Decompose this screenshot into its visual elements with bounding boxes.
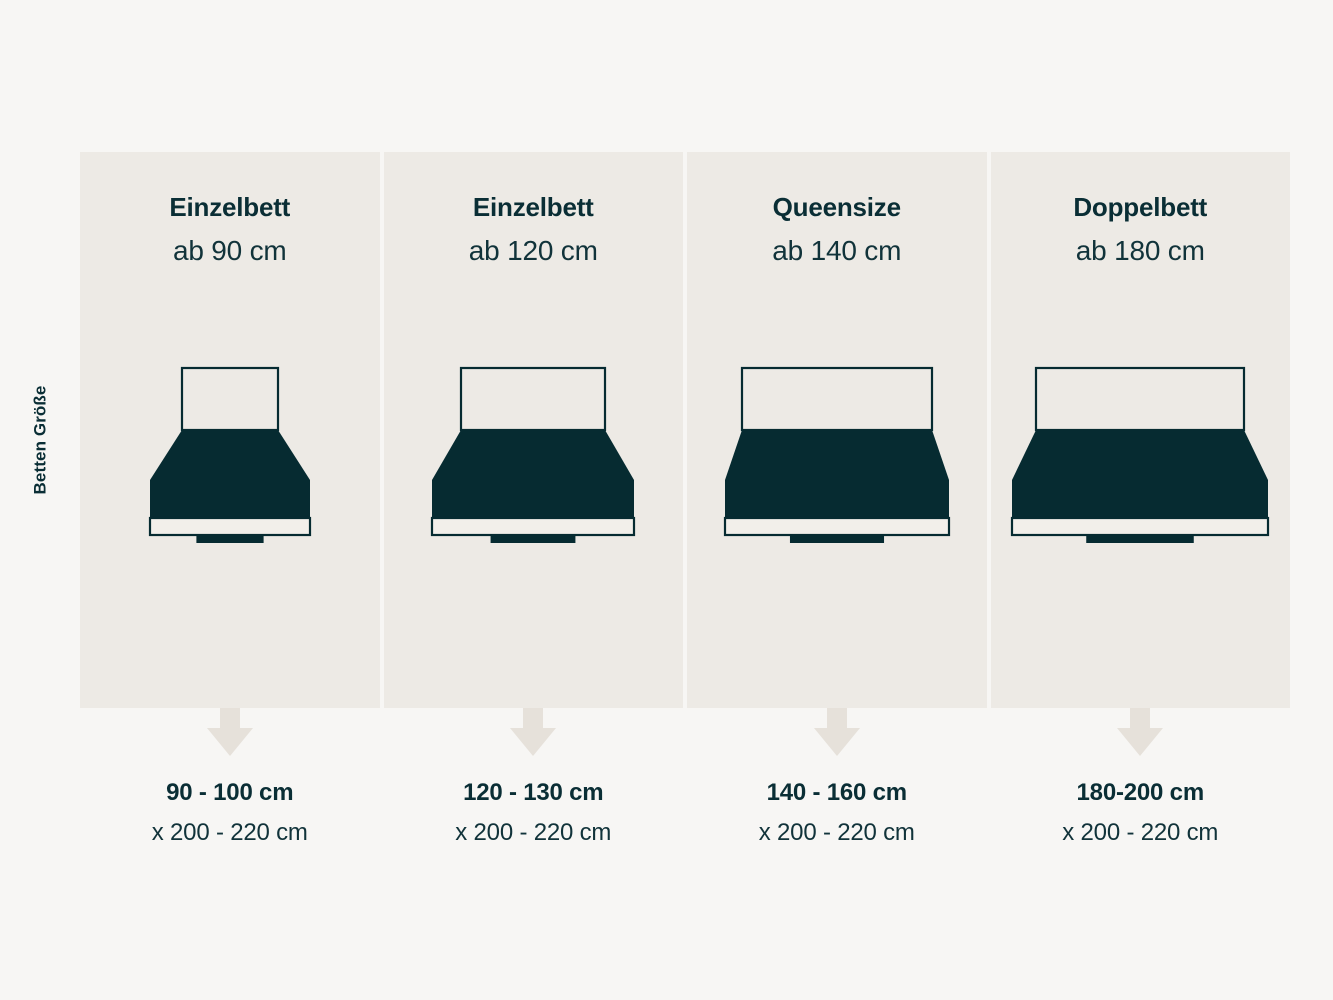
bed-headboard <box>740 366 933 432</box>
bed-linen-strip <box>148 516 311 537</box>
bed-mattress <box>724 430 949 480</box>
measurement-width: 120 - 130 cm <box>463 779 604 806</box>
bed-headboard <box>180 366 279 432</box>
panel-title: Queensize <box>772 192 901 222</box>
measurement-length: x 200 - 220 cm <box>758 819 915 846</box>
bed-icon <box>687 366 987 566</box>
panel-title: Einzelbett <box>169 192 291 222</box>
bed-frame-band <box>1012 480 1269 518</box>
bed-foot <box>789 535 884 543</box>
bed-icon <box>384 366 684 566</box>
size-panel-4[interactable]: Doppelbett ab 180 cm <box>990 152 1291 708</box>
arrow-down-icon <box>384 708 684 758</box>
panel-heading: Einzelbett ab 90 cm <box>80 192 380 268</box>
bed-mattress <box>432 430 635 480</box>
bed-linen-strip <box>1011 516 1270 537</box>
bed-frame-band <box>432 480 635 518</box>
arrow-down-icon <box>80 708 380 758</box>
size-panel-2[interactable]: Einzelbett ab 120 cm <box>383 152 684 708</box>
measurement-2: 120 - 130 cm x 200 - 220 cm <box>384 778 684 878</box>
measurement-length: x 200 - 220 cm <box>455 819 612 846</box>
size-panels-row: Einzelbett ab 90 cm Einzelbett ab 120 cm Que… <box>80 152 1290 708</box>
measurement-width: 180-200 cm <box>1076 779 1205 806</box>
bed-mattress <box>149 430 310 480</box>
measurement-width: 140 - 160 cm <box>766 779 908 806</box>
panel-title: Doppelbett <box>1073 192 1208 222</box>
size-panel-3[interactable]: Queensize ab 140 cm <box>687 152 987 708</box>
panel-heading: Queensize ab 140 cm <box>687 192 987 268</box>
bed-foot <box>196 535 264 543</box>
bed-linen-strip <box>723 516 950 537</box>
measurement-1: 90 - 100 cm x 200 - 220 cm <box>80 778 380 878</box>
axis-label-betten-groesse: Betten Größe <box>0 330 80 550</box>
bed-linen-strip <box>431 516 636 537</box>
bed-mattress <box>1012 430 1269 480</box>
panel-subtitle: ab 90 cm <box>172 235 287 267</box>
bed-icon <box>991 366 1291 566</box>
panel-title: Einzelbett <box>472 192 594 222</box>
bed-icon <box>80 366 380 566</box>
measurement-3: 140 - 160 cm x 200 - 220 cm <box>687 778 987 878</box>
arrow-down-icon <box>687 708 987 758</box>
bed-headboard <box>460 366 607 432</box>
measurements-row: 90 - 100 cm x 200 - 220 cm 120 - 130 cm x 2… <box>80 778 1290 878</box>
bed-frame-band <box>724 480 949 518</box>
panel-subtitle: ab 120 cm <box>468 235 598 267</box>
arrows-row <box>80 708 1290 758</box>
bed-foot <box>490 535 576 543</box>
panel-heading: Doppelbett ab 180 cm <box>991 192 1291 268</box>
panel-subtitle: ab 140 cm <box>772 235 902 267</box>
bed-frame-band <box>149 480 310 518</box>
measurement-width: 90 - 100 cm <box>166 779 294 806</box>
arrow-down-icon <box>991 708 1291 758</box>
size-panel-1[interactable]: Einzelbett ab 90 cm <box>80 152 380 708</box>
axis-label-text: Betten Größe <box>30 385 50 495</box>
panel-subtitle: ab 180 cm <box>1075 235 1205 267</box>
measurement-4: 180-200 cm x 200 - 220 cm <box>991 778 1291 878</box>
bed-headboard <box>1035 366 1246 432</box>
panel-heading: Einzelbett ab 120 cm <box>384 192 684 268</box>
measurement-length: x 200 - 220 cm <box>151 819 308 846</box>
bed-foot <box>1086 535 1195 543</box>
measurement-length: x 200 - 220 cm <box>1062 819 1219 846</box>
